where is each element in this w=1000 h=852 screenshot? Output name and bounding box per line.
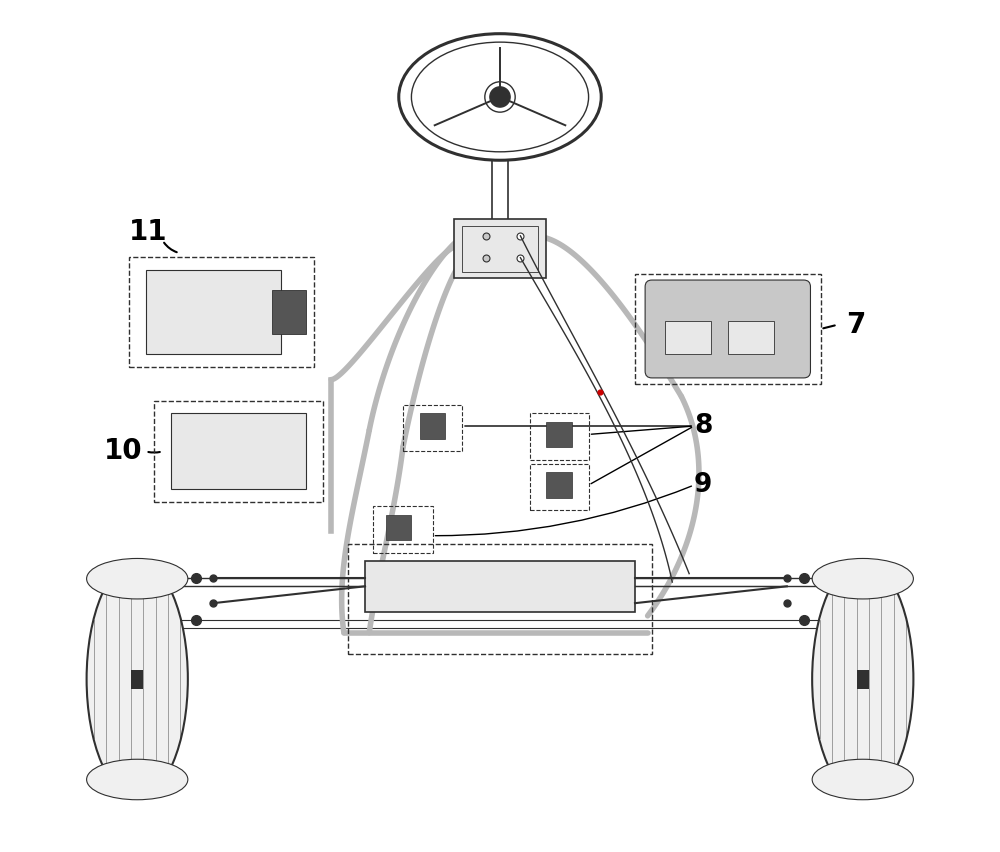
Bar (403, 405, 462, 452)
Bar (171, 413, 306, 489)
Bar (530, 464, 589, 510)
Bar (146, 270, 281, 354)
Ellipse shape (812, 561, 913, 797)
Bar (728, 320, 774, 354)
Bar (665, 320, 711, 354)
Bar (857, 670, 869, 688)
Bar (546, 422, 572, 447)
Ellipse shape (812, 759, 913, 800)
Text: 11: 11 (129, 218, 167, 246)
Bar (635, 274, 821, 383)
Bar (454, 219, 546, 279)
Text: 7: 7 (846, 311, 865, 339)
FancyBboxPatch shape (645, 280, 810, 378)
Bar (154, 400, 323, 502)
Ellipse shape (87, 759, 188, 800)
Bar (420, 413, 445, 439)
Ellipse shape (87, 558, 188, 599)
Bar (462, 226, 538, 272)
Bar (365, 561, 635, 612)
Bar (272, 291, 306, 334)
Bar (373, 506, 433, 553)
Ellipse shape (812, 558, 913, 599)
Circle shape (490, 87, 510, 107)
Ellipse shape (87, 561, 188, 797)
Bar (386, 515, 411, 540)
Text: 10: 10 (103, 437, 142, 465)
Bar (530, 413, 589, 460)
Bar (546, 472, 572, 498)
Bar (348, 544, 652, 653)
Bar (131, 670, 143, 688)
Bar (129, 257, 314, 367)
Text: 9: 9 (694, 472, 712, 498)
Text: 8: 8 (694, 413, 712, 439)
